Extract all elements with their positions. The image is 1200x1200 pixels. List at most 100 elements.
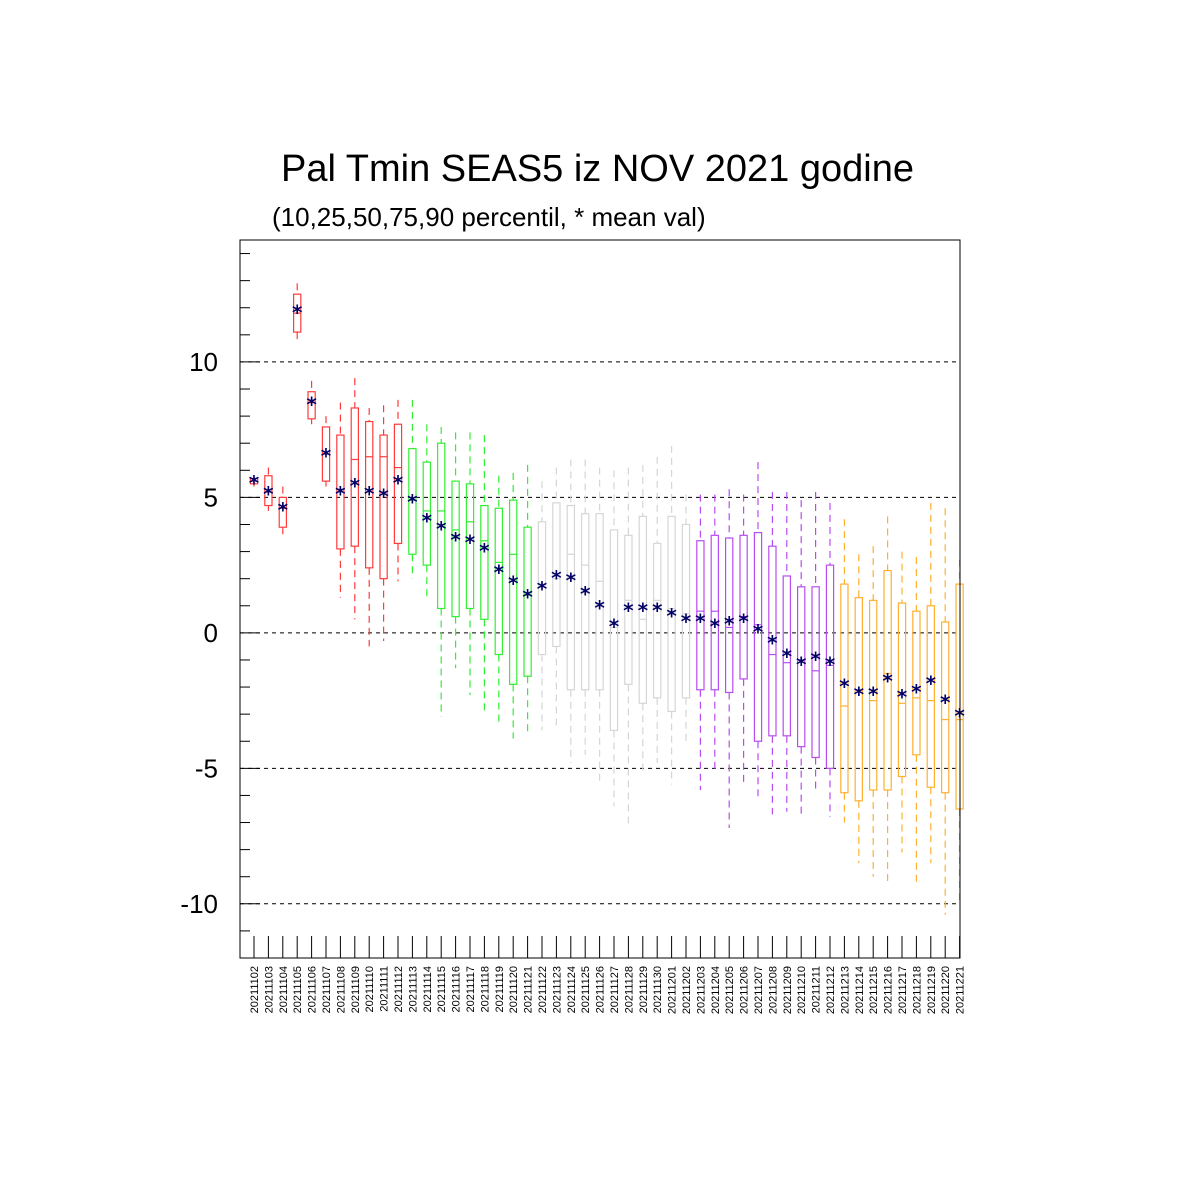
box-iqr xyxy=(408,448,417,555)
x-tick-label: 20211128 xyxy=(623,966,635,1013)
mean-marker: * xyxy=(436,517,447,541)
x-tick-label: 20211214 xyxy=(854,966,866,1014)
x-tick-label: 20211103 xyxy=(263,966,275,1013)
box-iqr xyxy=(926,605,936,788)
mean-marker: * xyxy=(566,569,577,593)
mean-marker: * xyxy=(494,561,505,585)
x-tick-label: 20211107 xyxy=(321,966,333,1013)
x-tick-label: 20211123 xyxy=(551,966,563,1013)
mean-layer: * ****** * * **** * * * ** ** * * ***** * * * * * * * * * ** * *… xyxy=(249,300,966,728)
y-tick-label: 10 xyxy=(189,347,218,377)
box-iqr xyxy=(768,545,777,737)
mean-marker: * xyxy=(623,598,634,622)
mean-marker: * xyxy=(652,598,663,622)
box-iqr xyxy=(552,502,561,648)
mean-marker: * xyxy=(407,490,418,514)
x-tick-label: 20211218 xyxy=(911,966,923,1014)
x-tick-label: 20211115 xyxy=(436,966,448,1013)
x-tick-label: 20211110 xyxy=(364,966,376,1013)
mean-marker: * xyxy=(321,444,332,468)
mean-marker: * xyxy=(422,509,433,533)
x-tick-label: 20211106 xyxy=(307,966,319,1013)
box-iqr xyxy=(509,499,518,685)
mean-marker: * xyxy=(882,669,893,693)
box-iqr xyxy=(868,599,878,791)
box-iqr xyxy=(336,434,345,550)
box-iqr xyxy=(710,534,720,691)
mean-marker: * xyxy=(522,585,533,609)
mean-marker: * xyxy=(263,482,274,506)
x-tick-label: 20211111 xyxy=(379,966,391,1012)
mean-marker: * xyxy=(537,577,548,601)
box-layer xyxy=(249,283,964,915)
box-iqr xyxy=(753,532,763,742)
mean-marker: * xyxy=(364,482,375,506)
mean-marker: * xyxy=(378,485,389,509)
mean-marker: * xyxy=(681,609,692,633)
x-tick-label: 20211104 xyxy=(278,966,290,1013)
x-tick-label: 20211213 xyxy=(839,966,851,1014)
box-iqr xyxy=(696,540,705,691)
x-tick-label: 20211124 xyxy=(566,966,578,1013)
box-iqr xyxy=(897,602,907,778)
box-iqr xyxy=(365,420,374,569)
mean-marker: * xyxy=(695,609,706,633)
x-tick-label: 20211212 xyxy=(825,966,837,1014)
box-iqr xyxy=(537,521,547,656)
box-iqr xyxy=(393,423,403,545)
x-tick-label: 20211105 xyxy=(292,966,304,1013)
box-iqr xyxy=(940,621,950,794)
x-tick-label: 20211108 xyxy=(335,966,347,1013)
box-iqr xyxy=(854,597,864,802)
x-tick-label: 20211216 xyxy=(883,966,895,1014)
mean-marker: * xyxy=(738,609,749,633)
box-iqr xyxy=(739,534,748,680)
x-tick-label: 20211121 xyxy=(523,966,535,1013)
box-iqr xyxy=(724,537,734,694)
mean-marker: * xyxy=(551,566,562,590)
x-tick-label: 20211122 xyxy=(537,966,549,1013)
x-tick-label: 20211211 xyxy=(811,966,823,1013)
mean-marker: * xyxy=(839,674,850,698)
box-iqr xyxy=(595,513,604,691)
box-iqr xyxy=(480,504,489,620)
x-tick-label: 20211208 xyxy=(767,966,779,1014)
chart-title: Pal Tmin SEAS5 iz NOV 2021 godine xyxy=(281,148,914,190)
box-iqr xyxy=(883,569,892,791)
x-tick-label: 20211125 xyxy=(580,966,592,1013)
y-tick-label: -10 xyxy=(180,889,218,919)
box-iqr xyxy=(350,407,360,547)
x-tick-label: 20211116 xyxy=(451,966,463,1013)
mean-marker: * xyxy=(782,645,793,669)
mean-marker: * xyxy=(594,596,605,620)
x-tick-label: 20211209 xyxy=(782,966,794,1014)
x-tick-label: 20211210 xyxy=(796,966,808,1014)
box-iqr xyxy=(782,575,792,737)
box-iqr xyxy=(681,523,691,699)
chart-subtitle: (10,25,50,75,90 percentil, * mean val) xyxy=(272,202,706,232)
mean-marker: * xyxy=(350,474,361,498)
mean-marker: * xyxy=(767,631,778,655)
mean-marker: * xyxy=(249,471,260,495)
box-iqr xyxy=(638,515,648,704)
box-iqr xyxy=(437,442,446,610)
box-iqr xyxy=(523,526,532,677)
grid-layer xyxy=(240,361,960,905)
box-iqr xyxy=(624,534,633,685)
box-iqr xyxy=(307,391,316,420)
x-tick-label: 20211204 xyxy=(710,966,722,1014)
x-tick-label: 20211201 xyxy=(667,966,679,1014)
x-tick-label: 20211130 xyxy=(652,966,664,1013)
box-iqr xyxy=(811,586,820,759)
box-iqr xyxy=(912,610,921,756)
mean-marker: * xyxy=(710,615,721,639)
mean-marker: * xyxy=(292,300,303,324)
mean-marker: * xyxy=(753,620,764,644)
x-tick-label: 20211219 xyxy=(926,966,938,1014)
x-tick-label: 20211220 xyxy=(940,966,952,1014)
mean-marker: * xyxy=(926,672,937,696)
y-tick-label: -5 xyxy=(195,753,218,783)
mean-marker: * xyxy=(450,528,461,552)
box-iqr xyxy=(796,586,806,748)
y-tick-label: 5 xyxy=(204,482,218,512)
